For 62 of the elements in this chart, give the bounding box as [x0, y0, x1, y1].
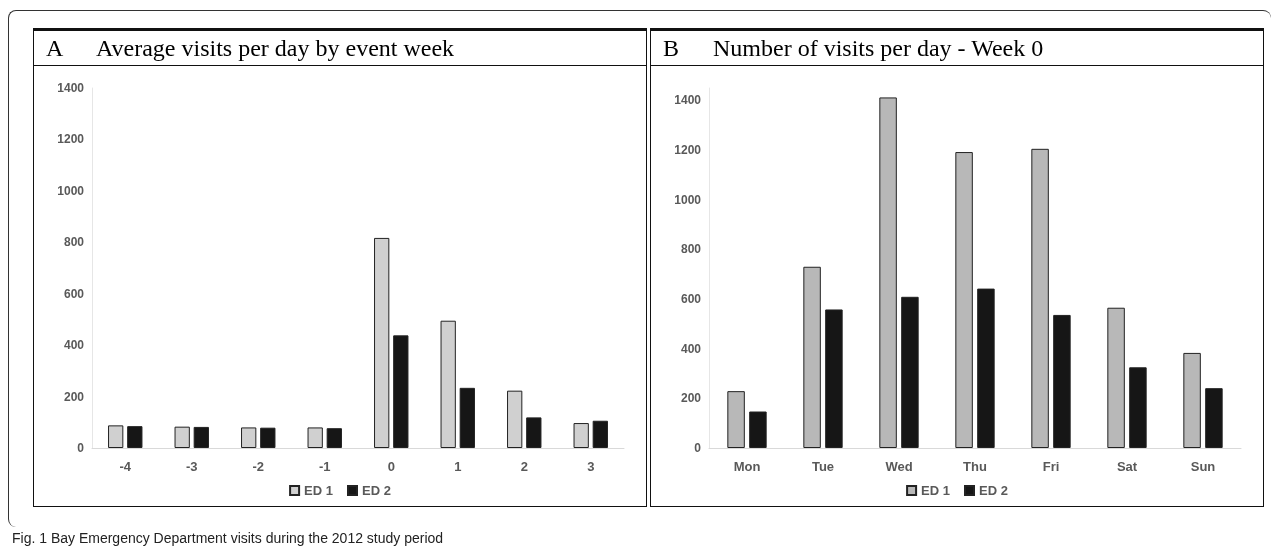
x-tick-label: Fri — [1042, 459, 1060, 474]
chart-title: Average visits per day by event week — [96, 35, 455, 61]
bar — [727, 391, 745, 448]
x-tick-label: -4 — [119, 459, 132, 474]
bar — [901, 296, 919, 448]
x-tick-label: -3 — [185, 459, 198, 474]
x-tick-label: -1 — [318, 459, 331, 474]
y-tick-label: 1200 — [674, 143, 702, 158]
bar — [749, 411, 767, 448]
x-tick-label: 2 — [520, 459, 528, 474]
x-tick-label: Sat — [1116, 459, 1138, 474]
text: B — [662, 34, 680, 63]
x-tick-label: Thu — [963, 459, 987, 474]
y-tick-label: 1000 — [57, 183, 85, 198]
bar — [1129, 367, 1147, 448]
bar — [127, 426, 143, 448]
chart-title: Number of visits per day - Week 0 — [713, 35, 1044, 61]
caption: Fig. 1 Bay Emergency Department visits during the 2012 study period — [12, 530, 444, 546]
bar — [592, 420, 608, 448]
y-tick-label: 1400 — [57, 81, 85, 95]
y-tick-label: 800 — [63, 235, 85, 250]
x-tick-label: Tue — [811, 459, 835, 474]
y-tick-label: 1200 — [57, 132, 85, 147]
legend-label: ED 2 — [979, 483, 1008, 498]
x-tick-label: Mon — [733, 459, 761, 474]
x-tick-label: 0 — [387, 459, 395, 474]
bar — [803, 266, 821, 448]
text: A — [45, 34, 65, 63]
x-tick-label: Sun — [1190, 459, 1216, 474]
bar — [1107, 307, 1125, 448]
bar — [260, 427, 276, 448]
bar — [393, 335, 409, 448]
legend-label: ED 1 — [921, 483, 951, 498]
y-tick-label: 400 — [63, 338, 85, 353]
bar — [879, 97, 897, 448]
y-tick-label: 0 — [77, 441, 85, 455]
y-tick-label: 400 — [680, 341, 702, 356]
bar — [825, 309, 843, 448]
y-tick-label: 600 — [63, 286, 85, 301]
bar — [955, 152, 973, 448]
bar — [1031, 148, 1049, 448]
bar — [526, 417, 542, 448]
bar — [326, 428, 342, 448]
bar — [459, 387, 475, 448]
x-tick-label: 3 — [587, 459, 595, 474]
y-tick-label: 200 — [63, 389, 85, 404]
y-tick-label: 1000 — [674, 192, 702, 207]
y-tick-label: 600 — [680, 292, 702, 307]
bar — [1183, 352, 1201, 448]
legend-label: ED 2 — [362, 483, 391, 498]
y-tick-label: 800 — [680, 242, 702, 257]
y-tick-label: 1400 — [674, 93, 702, 108]
y-tick-label: 0 — [694, 441, 702, 455]
bar — [1205, 388, 1223, 448]
bar — [193, 426, 209, 448]
x-tick-label: -2 — [252, 459, 265, 474]
x-tick-label: Wed — [885, 459, 913, 474]
y-tick-label: 200 — [680, 391, 702, 406]
x-tick-label: 1 — [454, 459, 462, 474]
legend-label: ED 1 — [304, 483, 334, 498]
bar — [1053, 314, 1071, 448]
bar — [977, 288, 995, 448]
